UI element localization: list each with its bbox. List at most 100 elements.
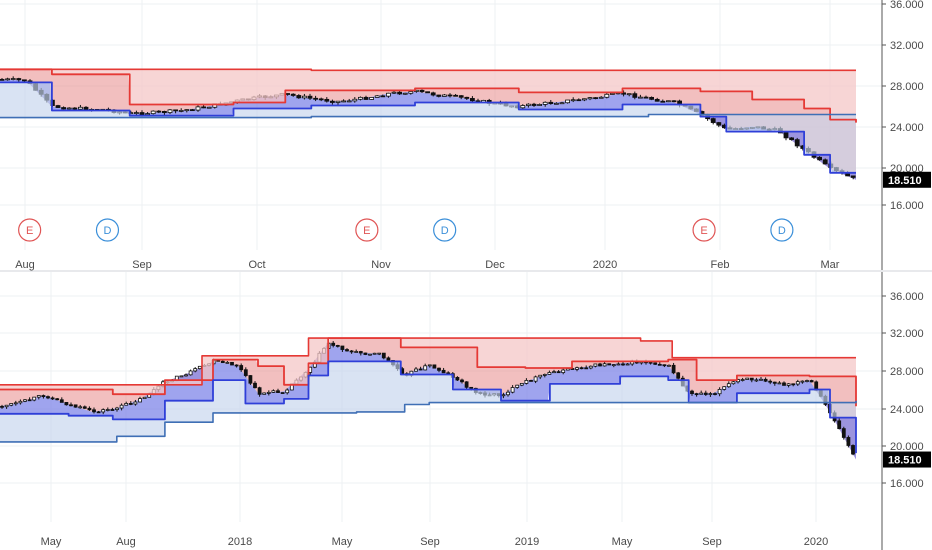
candle [61, 107, 66, 110]
price-tick-label: 32.000 [890, 40, 924, 52]
candle [510, 387, 515, 393]
time-tick-label: 2020 [804, 536, 828, 548]
candle [380, 95, 386, 98]
candle [460, 379, 464, 383]
candle [161, 110, 167, 114]
candle [850, 175, 856, 178]
candle [699, 392, 704, 395]
panel-2: 16.000 20.000 24.000 28.000 32.000 36.000 May A… [0, 272, 931, 550]
panel-2-upper-band-line [0, 337, 857, 407]
candle [520, 105, 526, 109]
candle [372, 352, 377, 355]
candle [133, 401, 138, 405]
candle [234, 364, 239, 367]
time-tick-label: May [612, 536, 633, 548]
candle [313, 97, 319, 100]
candle [69, 404, 73, 407]
candle [837, 420, 842, 430]
time-tick-label: Oct [248, 259, 265, 271]
candle [570, 99, 576, 102]
candle [754, 379, 759, 382]
candle [708, 393, 713, 395]
candle [768, 380, 773, 383]
panel-2-lower-channel-fill [0, 343, 856, 460]
candle [716, 122, 722, 126]
time-tick-label: Aug [116, 536, 136, 548]
candle [189, 109, 195, 112]
candle [5, 78, 10, 81]
candle [73, 404, 78, 408]
panel-2-lower-band-line [0, 360, 857, 454]
candle [243, 369, 248, 376]
candle [18, 400, 23, 404]
price-tick-label: 20.000 [890, 441, 924, 453]
candle [184, 109, 190, 112]
candle [335, 345, 340, 347]
candle [352, 98, 358, 102]
candle [602, 363, 607, 367]
candle [579, 367, 584, 370]
candle [138, 398, 142, 403]
dividend-event-marker: D [95, 218, 120, 242]
candle [526, 103, 531, 106]
last-price-badge [883, 171, 931, 188]
candle [782, 382, 786, 386]
event-marker-circle [355, 218, 379, 242]
earnings-event-marker: E [18, 218, 42, 242]
candle [809, 380, 814, 383]
candle [648, 361, 653, 364]
time-tick-label: Nov [371, 259, 391, 271]
panel-1-lower-band-line [0, 81, 856, 174]
candle [201, 106, 207, 109]
panel-1-upper-band-line [0, 68, 857, 123]
price-tick-label: 36.000 [890, 0, 924, 11]
candle [36, 395, 41, 398]
candle [197, 365, 202, 370]
candle [667, 364, 671, 367]
candle [195, 106, 201, 111]
candle [397, 91, 403, 95]
candle [587, 97, 593, 100]
candle [150, 110, 156, 115]
candle [9, 403, 14, 406]
dividend-event-marker: D [433, 218, 457, 242]
candle [593, 363, 598, 367]
candle [817, 156, 822, 161]
candle [262, 392, 267, 395]
candle [21, 79, 27, 82]
candle [346, 100, 352, 103]
price-tick-label: 16.000 [890, 200, 924, 212]
candle [763, 378, 768, 382]
candle [805, 380, 809, 382]
candle [193, 368, 198, 372]
candle [542, 373, 547, 376]
candle [547, 372, 552, 375]
candle [374, 95, 380, 98]
candle [425, 91, 431, 94]
earnings-event-marker: E [355, 218, 379, 242]
candle [329, 100, 335, 103]
candle [846, 437, 851, 446]
price-tick-label: 28.000 [890, 366, 924, 378]
candle [561, 369, 566, 373]
candle [662, 364, 667, 367]
time-tick-label: 2018 [228, 536, 252, 548]
candle [565, 99, 570, 104]
event-marker-label: D [103, 225, 111, 237]
candle [524, 380, 529, 384]
candle [340, 345, 345, 350]
candle [559, 102, 565, 105]
candle [101, 409, 106, 413]
candle [554, 102, 559, 105]
event-marker-label: D [778, 225, 786, 237]
candle [759, 378, 763, 381]
event-marker-label: D [441, 225, 449, 237]
candle [178, 110, 184, 112]
candle [538, 374, 543, 378]
candle [301, 95, 307, 99]
candle [156, 110, 162, 113]
candle [257, 387, 262, 395]
candle [145, 113, 151, 116]
panel-1-upper-long-line [0, 68, 856, 72]
